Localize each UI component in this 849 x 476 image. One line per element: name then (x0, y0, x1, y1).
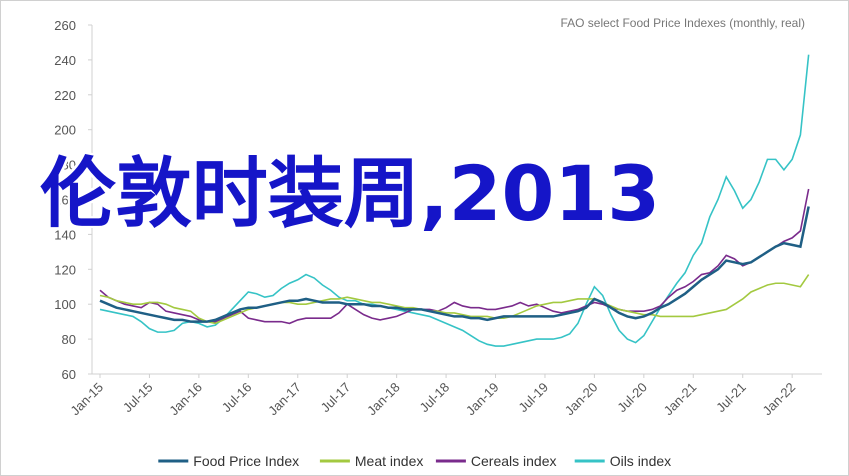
legend-label: Food Price Index (193, 453, 299, 469)
series-line (99, 274, 810, 325)
x-tick-label: Jan-15 (67, 380, 106, 419)
y-tick-label: 220 (54, 88, 76, 103)
series-line (99, 206, 810, 323)
x-tick-label: Jul-21 (713, 380, 749, 416)
y-tick-label: 180 (54, 158, 76, 173)
y-tick-label: 60 (62, 367, 76, 382)
legend-label: Meat index (355, 453, 423, 469)
x-tick-label: Jul-15 (120, 380, 156, 416)
x-tick-label: Jan-19 (463, 380, 502, 419)
legend-label: Oils index (610, 453, 671, 469)
x-tick-label: Jan-22 (760, 380, 799, 419)
y-tick-label: 240 (54, 53, 76, 68)
x-tick-label: Jan-20 (562, 380, 601, 419)
legend-label: Cereals index (471, 453, 557, 469)
y-tick-label: 120 (54, 262, 76, 277)
y-tick-label: 200 (54, 123, 76, 138)
y-tick-label: 80 (62, 332, 76, 347)
series-line (99, 188, 810, 325)
overlay-text: 伦敦时装周,2013 (39, 149, 661, 238)
x-tick-label: Jul-17 (318, 380, 354, 416)
x-tick-label: Jan-18 (364, 380, 403, 419)
chart-subtitle: FAO select Food Price Indexes (monthly, … (560, 16, 805, 30)
y-tick-label: 160 (54, 193, 76, 208)
x-tick-label: Jan-16 (166, 380, 205, 419)
y-tick-label: 260 (54, 18, 76, 33)
y-tick-label: 100 (54, 297, 76, 312)
y-tick-label: 140 (54, 227, 76, 242)
x-tick-label: Jan-21 (661, 380, 700, 419)
x-tick-label: Jan-17 (265, 380, 304, 419)
x-tick-label: Jul-20 (614, 380, 650, 416)
x-tick-label: Jul-19 (515, 380, 551, 416)
x-tick-label: Jul-18 (417, 380, 453, 416)
x-tick-label: Jul-16 (219, 380, 255, 416)
